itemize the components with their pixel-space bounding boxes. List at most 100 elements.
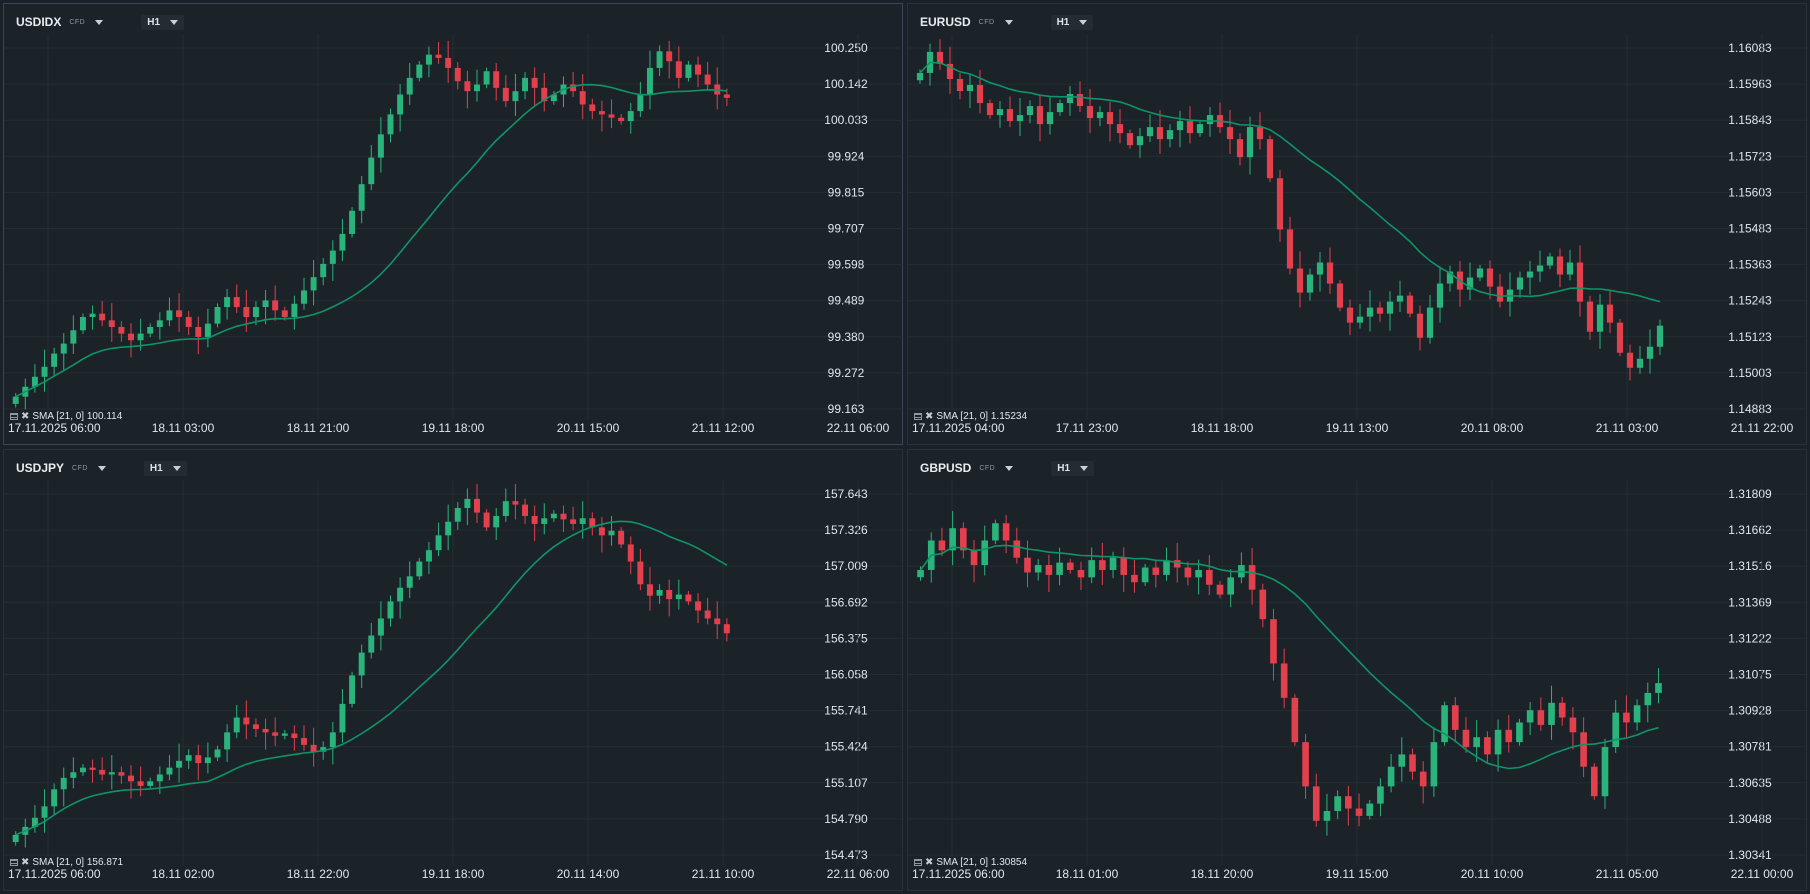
candle-body [1345,796,1352,809]
timeframe-label: H1 [147,16,161,28]
candle-body [79,317,86,331]
chart-panel-eurusd[interactable]: EURUSD CFD H1 1.16083 1.15963 1.15843 1.157… [907,3,1808,446]
candle-body [1633,705,1641,723]
price-chart[interactable]: 1.16083 1.15963 1.15843 1.15723 1.15603 1.154… [908,4,1808,446]
price-chart[interactable]: 157.643 157.326 157.009 156.692 156.375 156.0… [4,450,904,892]
price-chart[interactable]: 1.31809 1.31662 1.31516 1.31369 1.31222 1.310… [908,450,1808,892]
candle-body [1334,796,1341,811]
candle-body [1556,256,1564,275]
price-tick-label: 100.142 [824,77,868,91]
time-tick-label: 20.11 08:00 [1461,421,1524,435]
candle-body [262,300,269,308]
price-tick-label: 157.009 [824,559,868,573]
candle-body [233,297,240,308]
price-tick-label: 154.790 [824,812,868,826]
time-tick-label: 17.11.2025 06:00 [8,867,101,881]
indicator-settings-icon[interactable] [914,859,922,866]
candle-body [1516,722,1523,743]
candle-body [550,513,557,519]
candle-body [598,111,605,115]
timeframe-selector[interactable]: H1 [143,460,187,476]
indicator-settings-icon[interactable] [10,859,18,866]
timeframe-selector[interactable]: H1 [141,14,185,30]
candle-body [1116,124,1124,134]
candle-body [723,94,730,98]
indicator-value: SMA [21, 0] 100.114 [32,411,123,422]
remove-indicator-icon[interactable]: ✖ [925,857,934,868]
candle-body [560,513,567,520]
candle-body [291,303,298,318]
symbol-dropdown-chevron-icon[interactable] [1004,19,1013,25]
indicator-legend: ✖ SMA [21, 0] 100.114 [10,411,122,422]
remove-indicator-icon[interactable]: ✖ [21,857,30,868]
time-tick-label: 17.11.2025 06:00 [8,421,101,435]
candle-body [1569,717,1577,733]
candle-body [262,728,269,733]
timeframe-label: H1 [1057,462,1071,474]
candle-body [108,320,115,327]
chart-header: EURUSD CFD H1 [920,12,1094,32]
price-tick-label: 1.15003 [1728,366,1772,380]
candle-body [723,624,730,634]
remove-indicator-icon[interactable]: ✖ [21,411,30,422]
candle-body [156,774,163,782]
timeframe-selector[interactable]: H1 [1051,460,1095,476]
candle-body [1346,307,1354,323]
symbol-dropdown-chevron-icon[interactable] [1005,465,1014,471]
candle-body [1056,562,1063,575]
candle-body [1496,286,1504,302]
candle-body [243,307,250,318]
candle-body [1002,523,1010,541]
candle-body [1526,710,1534,723]
candle-body [1186,121,1194,134]
price-tick-label: 1.31369 [1728,595,1772,609]
price-tick-label: 1.15603 [1728,185,1772,199]
candle-body [1406,295,1414,314]
indicator-settings-icon[interactable] [914,413,922,420]
candle-body [986,103,994,116]
candle-body [31,376,38,387]
candle-body [1386,301,1394,314]
candle-body [137,781,144,786]
price-tick-label: 156.375 [824,631,868,645]
candle-body [51,789,58,807]
time-tick-label: 19.11 13:00 [1326,421,1389,435]
candle-body [137,333,144,341]
candle-body [598,527,605,536]
candle-body [1606,304,1614,323]
candle-body [1558,702,1566,718]
candle-body [1156,127,1164,140]
candle-body [512,501,519,505]
candle-body [695,601,702,611]
chart-panel-usdjpy[interactable]: USDJPY CFD H1 157.643 157.326 157.009 156.6… [3,449,904,892]
instrument-type-badge: CFD [69,18,86,26]
price-tick-label: 1.30781 [1728,740,1772,754]
indicator-value: SMA [21, 0] 1.15234 [936,411,1028,422]
price-tick-label: 1.14883 [1728,402,1772,416]
candle-body [1216,584,1224,595]
candle-body [243,717,250,725]
timeframe-selector[interactable]: H1 [1050,14,1094,30]
remove-indicator-icon[interactable]: ✖ [925,411,934,422]
candle-body [204,323,211,337]
price-chart[interactable]: 100.250 100.142 100.033 99.924 99.815 99.707 9… [4,4,904,446]
chart-panel-usdidx[interactable]: USDIDX CFD H1 100.250 100.142 100.033 99.92… [3,3,904,446]
chart-panel-gbpusd[interactable]: GBPUSD CFD H1 1.31809 1.31662 1.31516 1.313… [907,449,1808,892]
candle-body [1446,271,1454,284]
candle-body [966,85,974,92]
candle-body [377,618,384,636]
candle-body [474,498,480,513]
candle-body [31,817,38,827]
candle-body [1034,565,1042,573]
candle-body [1623,712,1630,723]
symbol-dropdown-chevron-icon[interactable] [95,19,104,25]
candle-body [128,775,134,782]
price-tick-label: 1.31222 [1728,631,1772,645]
indicator-value: SMA [21, 0] 1.30854 [936,857,1028,868]
candle-body [377,134,384,158]
candle-body [99,769,106,775]
candle-body [185,317,192,327]
indicator-settings-icon[interactable] [10,413,18,420]
price-tick-label: 157.326 [824,523,868,537]
symbol-dropdown-chevron-icon[interactable] [97,465,106,471]
